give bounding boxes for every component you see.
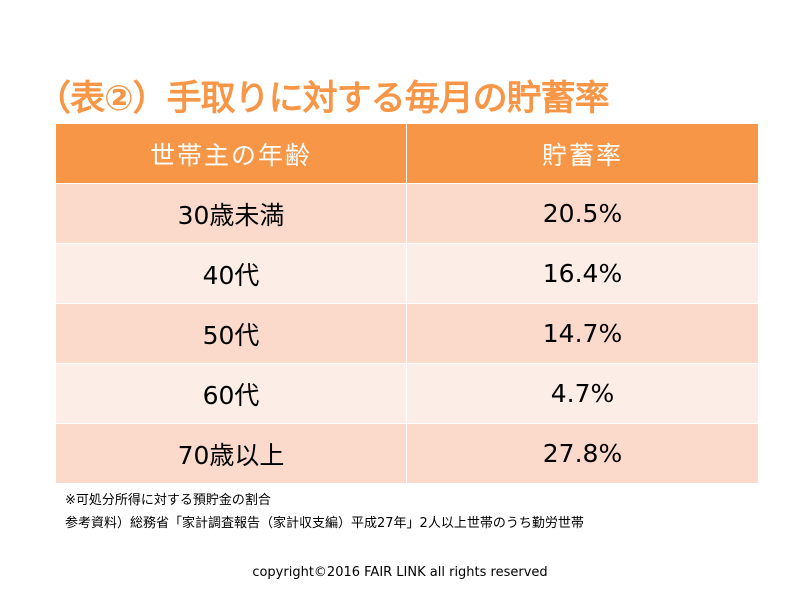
rate-cell: 4.7% [406,363,759,424]
table-row: 60代 4.7% [55,363,759,424]
age-cell: 40代 [55,243,407,304]
header-savings-rate: 貯蓄率 [406,123,759,184]
rate-cell: 14.7% [406,303,759,364]
rate-cell: 27.8% [406,423,759,484]
table-header-row: 世帯主の年齢 貯蓄率 [55,123,759,184]
header-age: 世帯主の年齢 [55,123,407,184]
table-row: 40代 16.4% [55,243,759,304]
age-cell: 60代 [55,363,407,424]
age-cell: 70歳以上 [55,423,407,484]
rate-cell: 20.5% [406,183,759,244]
footnote: ※可処分所得に対する預貯金の割合 [65,493,271,508]
copyright: copyright©2016 FAIR LINK all rights rese… [252,565,548,580]
table-row: 70歳以上 27.8% [55,423,759,484]
table-row: 50代 14.7% [55,303,759,364]
slide-title: （表②）手取りに対する毎月の貯蓄率 [36,79,610,119]
savings-rate-table: 世帯主の年齢 貯蓄率 30歳未満 20.5% 40代 16.4% 50代 14.… [55,123,759,484]
source-note: 参考資料）総務省「家計調査報告（家計収支編）平成27年」2人以上世帯のうち勤労世… [65,516,584,531]
table-row: 30歳未満 20.5% [55,183,759,244]
age-cell: 50代 [55,303,407,364]
rate-cell: 16.4% [406,243,759,304]
age-cell: 30歳未満 [55,183,407,244]
